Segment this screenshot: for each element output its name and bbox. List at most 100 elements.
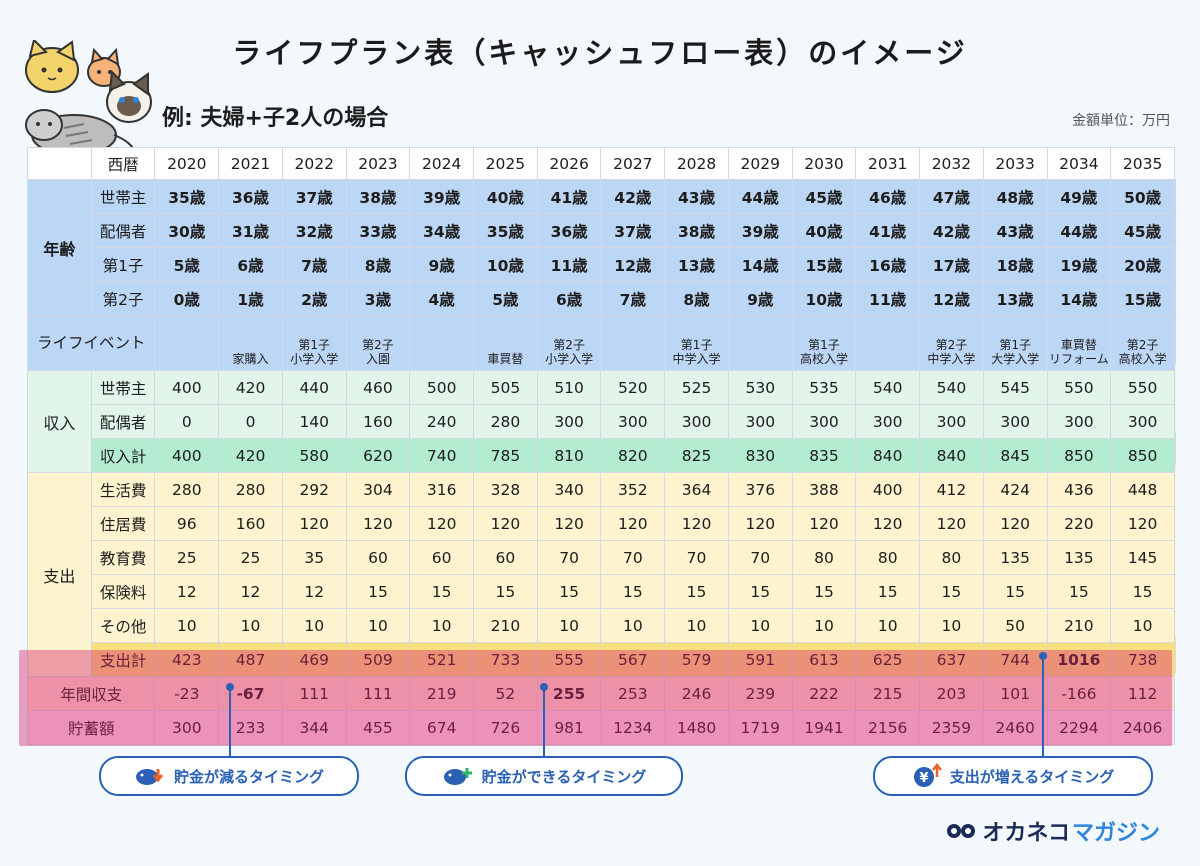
life-event-line: 第1子 xyxy=(298,338,331,352)
expense-cell: 340 xyxy=(536,472,602,507)
expense-cell: 25 xyxy=(154,540,220,575)
expense-cell: 120 xyxy=(1110,506,1175,541)
brand-name-part1: オカネコ xyxy=(982,821,1070,846)
expense-cell: 15 xyxy=(345,574,411,609)
row-label: 保険料 xyxy=(90,574,156,609)
age-cell: 47歳 xyxy=(919,179,984,214)
age-cell: 6歳 xyxy=(536,281,602,316)
age-cell: 39歳 xyxy=(727,213,793,248)
expense-cell: 70 xyxy=(536,540,602,575)
connector-decrease xyxy=(229,688,231,758)
life-event-line: 車買替 xyxy=(1060,338,1097,352)
expense-cell: 210 xyxy=(1046,608,1112,643)
expense-cell: 120 xyxy=(982,506,1048,541)
savings-cell: 1941 xyxy=(791,710,857,745)
life-event-line: 第1子 xyxy=(680,338,713,352)
income-cell: 300 xyxy=(791,404,857,439)
savings-cell: 1480 xyxy=(664,710,729,745)
income-cell: 540 xyxy=(919,370,984,405)
expense-cell: 15 xyxy=(536,574,602,609)
income-cell: 550 xyxy=(1046,370,1112,405)
age-cell: 5歳 xyxy=(473,281,538,316)
brand-logo: オカネコ マガジン xyxy=(946,815,1160,847)
age-cell: 46歳 xyxy=(855,179,921,214)
expense-cell: 120 xyxy=(600,506,666,541)
income-cell: 280 xyxy=(473,404,538,439)
savings-cell: 1234 xyxy=(600,710,666,745)
callout-increase-text: 貯金ができるタイミング xyxy=(481,767,647,786)
income-cell: 160 xyxy=(345,404,411,439)
expense-cell: 15 xyxy=(473,574,538,609)
year-cell: 2020 xyxy=(154,147,220,180)
piggy-bank-down-icon xyxy=(135,769,164,785)
expense-cell: 145 xyxy=(1110,540,1175,575)
expense-cell: 10 xyxy=(536,608,602,643)
balance-cell: 219 xyxy=(409,676,475,711)
income-cell: 525 xyxy=(664,370,729,405)
expense-cell: 135 xyxy=(982,540,1048,575)
life-event-label: ライフイベント xyxy=(26,315,156,371)
balance-cell: 253 xyxy=(600,676,666,711)
age-cell: 11歳 xyxy=(855,281,921,316)
connector-increase xyxy=(543,688,545,758)
expense-cell: 15 xyxy=(791,574,857,609)
age-cell: 36歳 xyxy=(536,213,602,248)
year-cell: 2025 xyxy=(473,147,538,180)
savings-cell: 300 xyxy=(154,710,220,745)
expense-cell: 10 xyxy=(664,608,729,643)
expense-row: 保険料 12 12 12 15 15 15 15 15 15 15 15 15 15 15 15 15 xyxy=(28,574,1175,609)
expense-cell: 10 xyxy=(409,608,475,643)
expense-cell: 15 xyxy=(1110,574,1175,609)
life-event-cell: 第1子 高校入学 xyxy=(791,315,857,371)
age-cell: 41歳 xyxy=(536,179,602,214)
life-event-row: ライフイベント 家購入 第1子 小学入学 第2子 入園 車買替 第2子 小学入学 第1子 中学入学第… xyxy=(26,315,1175,371)
life-event-line: 第2子 xyxy=(553,338,585,352)
life-event-cell xyxy=(600,315,666,371)
income-total-cell: 850 xyxy=(1046,438,1112,473)
expense-cell: 80 xyxy=(919,540,984,575)
age-cell: 7歳 xyxy=(600,281,666,316)
savings-cell: 2156 xyxy=(855,710,921,745)
income-total-row: 収入計 400 420 580 620 740 785 810 820 825 830 835 840 8… xyxy=(28,438,1175,473)
balance-cell: 222 xyxy=(791,676,857,711)
life-event-line: 中学入学 xyxy=(927,352,976,366)
age-cell: 35歳 xyxy=(473,213,538,248)
age-cell: 1歳 xyxy=(218,281,283,316)
expense-cell: 376 xyxy=(727,472,793,507)
income-cell: 300 xyxy=(727,404,793,439)
expense-total-cell: 733 xyxy=(473,642,538,677)
life-event-cell: 第2子 高校入学 xyxy=(1110,315,1175,371)
balance-cell: 101 xyxy=(982,676,1048,711)
age-cell: 2歳 xyxy=(281,281,347,316)
marker-dot-expense xyxy=(1039,652,1047,660)
expense-cell: 120 xyxy=(473,506,538,541)
age-cell: 33歳 xyxy=(345,213,411,248)
income-total-cell: 420 xyxy=(218,438,283,473)
age-row: 第2子 0歳 1歳 2歳 3歳 4歳 5歳 6歳 7歳 8歳 9歳 10歳 11歳 12歳 13歳 14歳 15… xyxy=(28,281,1175,316)
row-label: 第1子 xyxy=(90,247,156,282)
expense-cell: 328 xyxy=(473,472,538,507)
year-cell: 2028 xyxy=(664,147,729,180)
expense-cell: 448 xyxy=(1110,472,1175,507)
age-cell: 44歳 xyxy=(727,179,793,214)
life-event-cell: 車買替 リフォーム xyxy=(1046,315,1112,371)
year-cell: 2021 xyxy=(218,147,283,180)
expense-cell: 120 xyxy=(281,506,347,541)
income-cell: 300 xyxy=(600,404,666,439)
income-total-cell: 830 xyxy=(727,438,793,473)
income-cell: 500 xyxy=(409,370,475,405)
expense-cell: 12 xyxy=(218,574,283,609)
income-total-cell: 810 xyxy=(536,438,602,473)
expense-cell: 10 xyxy=(1110,608,1175,643)
income-cell: 520 xyxy=(600,370,666,405)
age-cell: 49歳 xyxy=(1046,179,1112,214)
life-event-cell: 第1子 中学入学 xyxy=(664,315,729,371)
header-year-label: 西暦 xyxy=(90,147,156,180)
year-cell: 2034 xyxy=(1046,147,1112,180)
page-title: ライフプラン表（キャッシュフロー表）のイメージ xyxy=(232,36,968,70)
age-cell: 13歳 xyxy=(664,247,729,282)
life-event-cell xyxy=(855,315,921,371)
expense-cell: 10 xyxy=(218,608,283,643)
expense-cell: 412 xyxy=(919,472,984,507)
age-cell: 32歳 xyxy=(281,213,347,248)
